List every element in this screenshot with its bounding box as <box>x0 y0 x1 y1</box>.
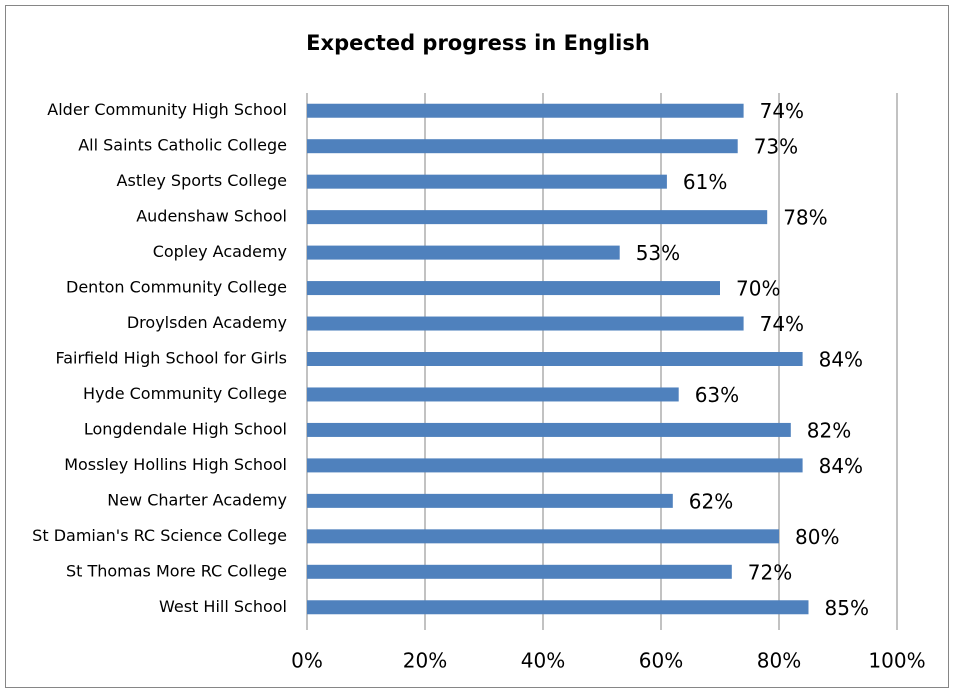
value-label: 62% <box>689 489 733 513</box>
bar <box>307 564 732 579</box>
y-tick-label: Mossley Hollins High School <box>64 455 287 474</box>
bar <box>307 245 620 260</box>
y-tick-label: Longdendale High School <box>84 419 287 438</box>
x-tick-label: 20% <box>403 649 447 673</box>
bar <box>307 210 768 225</box>
y-tick-label: Denton Community College <box>66 278 287 297</box>
y-tick-label: West Hill School <box>159 597 287 616</box>
value-label: 78% <box>783 206 827 230</box>
y-tick-label: Copley Academy <box>153 242 287 261</box>
bar <box>307 387 679 402</box>
y-tick-label: Droylsden Academy <box>127 313 287 332</box>
value-label: 74% <box>760 312 804 336</box>
y-tick-label: Audenshaw School <box>136 207 287 226</box>
y-tick-label: Hyde Community College <box>83 384 287 403</box>
value-label: 73% <box>754 135 798 159</box>
y-tick-label: St Damian's RC Science College <box>32 526 287 545</box>
y-tick-label: All Saints Catholic College <box>78 136 287 155</box>
value-label: 53% <box>636 241 680 265</box>
value-label: 84% <box>819 348 863 372</box>
value-label: 84% <box>819 454 863 478</box>
bar <box>307 422 791 437</box>
y-tick-label: Fairfield High School for Girls <box>55 349 287 368</box>
bar <box>307 139 738 154</box>
bar <box>307 352 803 366</box>
bar <box>307 458 803 473</box>
bar <box>307 600 809 615</box>
value-label: 72% <box>748 560 792 584</box>
value-label: 85% <box>825 596 869 620</box>
x-tick-label: 100% <box>868 649 925 673</box>
y-tick-label: St Thomas More RC College <box>66 561 287 580</box>
x-tick-label: 40% <box>521 649 565 673</box>
value-label: 63% <box>695 383 739 407</box>
chart-title: Expected progress in English <box>306 31 650 55</box>
y-tick-label: Astley Sports College <box>117 171 287 190</box>
y-tick-label: New Charter Academy <box>107 490 287 509</box>
value-label: 74% <box>760 99 804 123</box>
x-tick-label: 60% <box>639 649 683 673</box>
x-tick-label: 80% <box>757 649 801 673</box>
value-label: 82% <box>807 418 851 442</box>
value-label: 70% <box>736 277 780 301</box>
bar <box>307 281 720 296</box>
bar <box>307 316 744 331</box>
x-tick-label: 0% <box>291 649 323 673</box>
bar <box>307 493 673 508</box>
bar <box>307 103 744 118</box>
bar <box>307 529 779 544</box>
y-tick-label: Alder Community High School <box>47 100 287 119</box>
value-label: 61% <box>683 170 727 194</box>
bar <box>307 174 667 189</box>
value-label: 80% <box>795 525 839 549</box>
